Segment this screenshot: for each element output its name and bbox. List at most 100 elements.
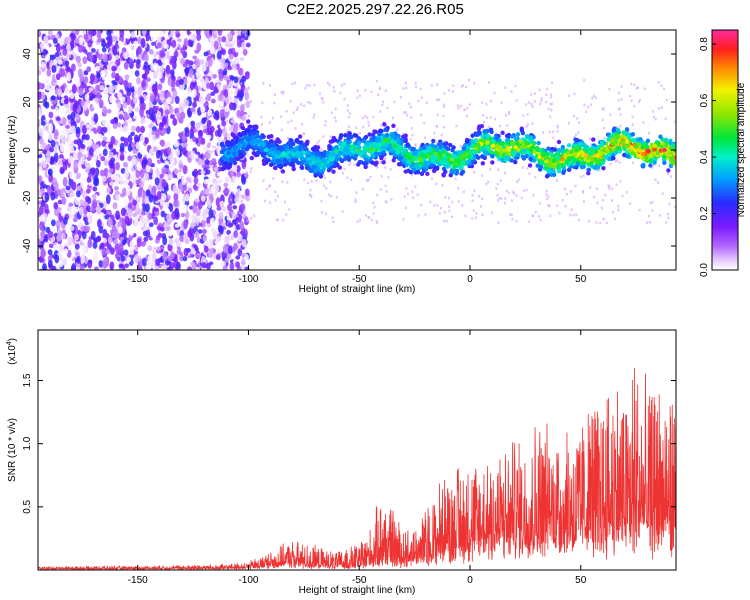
heatmap-noise-cell xyxy=(94,266,99,270)
heatmap-noise-cell xyxy=(224,188,230,194)
heatmap-noise-cell xyxy=(161,193,167,201)
heatmap-noise-cell xyxy=(240,252,246,258)
heatmap-sidelobe-cell xyxy=(561,199,564,202)
heatmap-sidelobe-cell xyxy=(481,130,484,134)
heatmap-noise-cell xyxy=(229,262,235,270)
heatmap-ridge-cell xyxy=(636,153,641,158)
heatmap-noise-cell xyxy=(46,150,51,161)
heatmap-noise-cell xyxy=(190,222,195,229)
heatmap-sidelobe-cell xyxy=(666,172,669,176)
heatmap-sidelobe-cell xyxy=(350,178,353,182)
heatmap-sidelobe-cell xyxy=(250,167,253,170)
heatmap-sidelobe-cell xyxy=(481,114,484,117)
heatmap-noise-cell xyxy=(49,157,55,164)
heatmap-noise-cell xyxy=(213,86,218,94)
heatmap-noise-cell xyxy=(55,116,61,121)
heatmap-sidelobe-cell xyxy=(545,93,548,97)
heatmap-sidelobe-cell xyxy=(245,197,248,201)
heatmap-sidelobe-cell xyxy=(550,93,553,97)
heatmap-noise-cell xyxy=(235,177,241,186)
heatmap-sidelobe-cell xyxy=(570,190,573,193)
heatmap-sidelobe-cell xyxy=(643,87,646,91)
heatmap-sidelobe-cell xyxy=(617,208,620,212)
heatmap-noise-cell xyxy=(140,134,145,144)
heatmap-sidelobe-cell xyxy=(379,110,382,113)
heatmap-sidelobe-cell xyxy=(531,105,534,108)
heatmap-noise-cell xyxy=(197,169,203,176)
heatmap-ridge-cell xyxy=(591,137,596,142)
heatmap-noise-cell xyxy=(64,87,69,95)
heatmap-noise-cell xyxy=(145,109,151,115)
heatmap-sidelobe-cell xyxy=(288,208,291,211)
heatmap-noise-cell xyxy=(152,146,158,152)
heatmap-noise-cell xyxy=(73,160,79,169)
heatmap-noise-cell xyxy=(175,242,181,248)
heatmap-noise-cell xyxy=(82,225,88,233)
heatmap-noise-cell xyxy=(130,142,136,148)
heatmap-sidelobe-cell xyxy=(495,187,498,190)
heatmap-noise-cell xyxy=(83,216,88,222)
heatmap-noise-cell xyxy=(147,132,152,138)
heatmap-noise-cell xyxy=(129,228,135,237)
heatmap-noise-cell xyxy=(115,161,120,171)
heatmap-noise-cell xyxy=(179,102,184,108)
heatmap-sidelobe-cell xyxy=(246,219,249,223)
heatmap-sidelobe-cell xyxy=(370,218,373,222)
heatmap-sidelobe-cell xyxy=(572,114,575,118)
heatmap-noise-cell xyxy=(162,116,167,125)
heatmap-sidelobe-cell xyxy=(554,145,557,149)
heatmap-noise-cell xyxy=(220,57,226,64)
heatmap-sidelobe-cell xyxy=(238,115,241,119)
heatmap-sidelobe-cell xyxy=(303,104,306,108)
heatmap-sidelobe-cell xyxy=(242,194,245,198)
heatmap-noise-cell xyxy=(139,146,145,155)
heatmap-noise-cell xyxy=(134,106,140,113)
heatmap-noise-cell xyxy=(102,53,108,63)
heatmap-sidelobe-cell xyxy=(574,184,577,188)
heatmap-sidelobe-cell xyxy=(347,129,350,132)
heatmap-noise-cell xyxy=(156,36,162,42)
heatmap-sidelobe-cell xyxy=(280,91,283,94)
heatmap-noise-cell xyxy=(81,238,87,244)
heatmap-sidelobe-cell xyxy=(410,127,413,130)
heatmap-noise-cell xyxy=(180,47,186,55)
heatmap-ridge-cell xyxy=(230,132,236,137)
heatmap-noise-cell xyxy=(164,160,170,166)
heatmap-noise-cell xyxy=(87,40,93,48)
heatmap-ridge-cell xyxy=(648,163,653,168)
heatmap-sidelobe-cell xyxy=(548,130,551,134)
heatmap-noise-cell xyxy=(218,225,224,235)
heatmap-sidelobe-cell xyxy=(581,189,584,193)
heatmap-sidelobe-cell xyxy=(381,103,384,107)
heatmap-noise-cell xyxy=(104,214,110,220)
heatmap-sidelobe-cell xyxy=(307,181,310,185)
heatmap-noise-cell xyxy=(96,93,102,99)
heatmap-noise-cell xyxy=(180,111,186,120)
heatmap-noise-cell xyxy=(45,84,51,91)
heatmap-noise-cell xyxy=(232,87,238,97)
heatmap-noise-cell xyxy=(213,166,219,172)
heatmap-sidelobe-cell xyxy=(526,113,529,116)
figure-title: C2E2.2025.297.22.26.R05 xyxy=(286,1,464,18)
heatmap-noise-cell xyxy=(132,199,138,206)
heatmap-noise-cell xyxy=(54,106,59,117)
heatmap-noise-cell xyxy=(119,155,125,161)
heatmap-noise-cell xyxy=(148,193,154,203)
heatmap-sidelobe-cell xyxy=(390,198,393,201)
heatmap-sidelobe-cell xyxy=(445,219,448,223)
heatmap-noise-cell xyxy=(159,227,165,232)
heatmap-sidelobe-cell xyxy=(370,90,373,93)
heatmap-ridge-cell xyxy=(376,152,382,157)
heatmap-noise-cell xyxy=(88,30,93,36)
heatmap-sidelobe-cell xyxy=(310,195,313,198)
heatmap-sidelobe-cell xyxy=(598,168,601,172)
heatmap-noise-cell xyxy=(204,96,210,102)
heatmap-sidelobe-cell xyxy=(271,116,274,120)
heatmap-sidelobe-cell xyxy=(333,116,336,119)
heatmap-noise-cell xyxy=(88,181,94,187)
heatmap-noise-cell xyxy=(87,215,93,225)
heatmap-sidelobe-cell xyxy=(549,115,552,118)
heatmap-sidelobe-cell xyxy=(376,221,379,225)
heatmap-sidelobe-cell xyxy=(538,88,541,92)
heatmap-sidelobe-cell xyxy=(385,200,388,204)
